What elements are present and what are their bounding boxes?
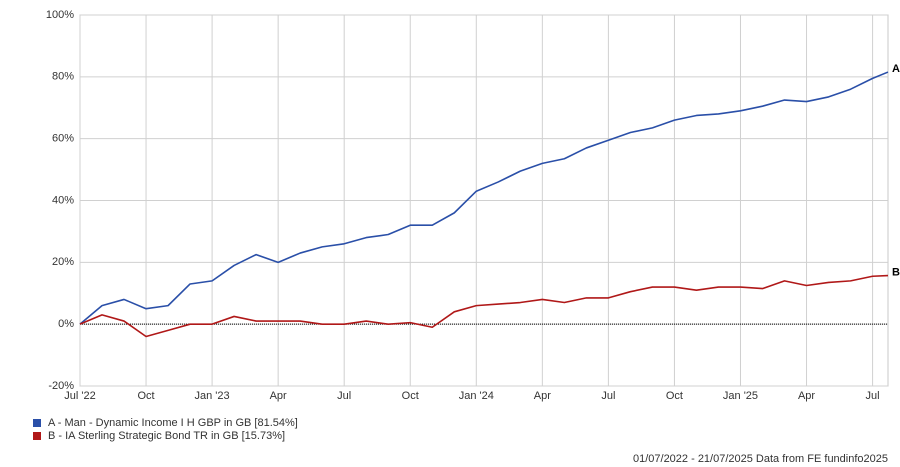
x-tick-label: Oct — [137, 390, 154, 402]
y-tick-label: 80% — [52, 71, 74, 83]
y-tick-label: 20% — [52, 256, 74, 268]
y-tick-label: -20% — [48, 380, 74, 392]
x-tick-label: Jan '23 — [195, 390, 230, 402]
legend-swatch — [33, 432, 41, 440]
x-tick-label: Apr — [798, 390, 815, 402]
series-line — [79, 71, 889, 325]
end-label: A — [892, 63, 900, 75]
x-tick-label: Jul — [866, 390, 880, 402]
x-tick-label: Jul — [601, 390, 615, 402]
x-tick-label: Jul '22 — [64, 390, 95, 402]
x-tick-label: Oct — [402, 390, 419, 402]
x-tick-label: Oct — [666, 390, 683, 402]
end-label: B — [892, 266, 900, 278]
x-tick-label: Jul — [337, 390, 351, 402]
x-tick-label: Jan '24 — [459, 390, 494, 402]
legend-label: A - Man - Dynamic Income I H GBP in GB [… — [48, 417, 298, 429]
series-line — [79, 274, 889, 338]
legend-swatch — [33, 419, 41, 427]
y-tick-label: 100% — [46, 9, 74, 21]
y-tick-label: 60% — [52, 133, 74, 145]
y-tick-label: 0% — [58, 318, 74, 330]
footer: 01/07/2022 - 21/07/2025 Data from FE fun… — [633, 453, 888, 465]
x-tick-label: Apr — [270, 390, 287, 402]
legend-label: B - IA Sterling Strategic Bond TR in GB … — [48, 430, 285, 442]
x-tick-label: Apr — [534, 390, 551, 402]
y-tick-label: 40% — [52, 194, 74, 206]
x-tick-label: Jan '25 — [723, 390, 758, 402]
